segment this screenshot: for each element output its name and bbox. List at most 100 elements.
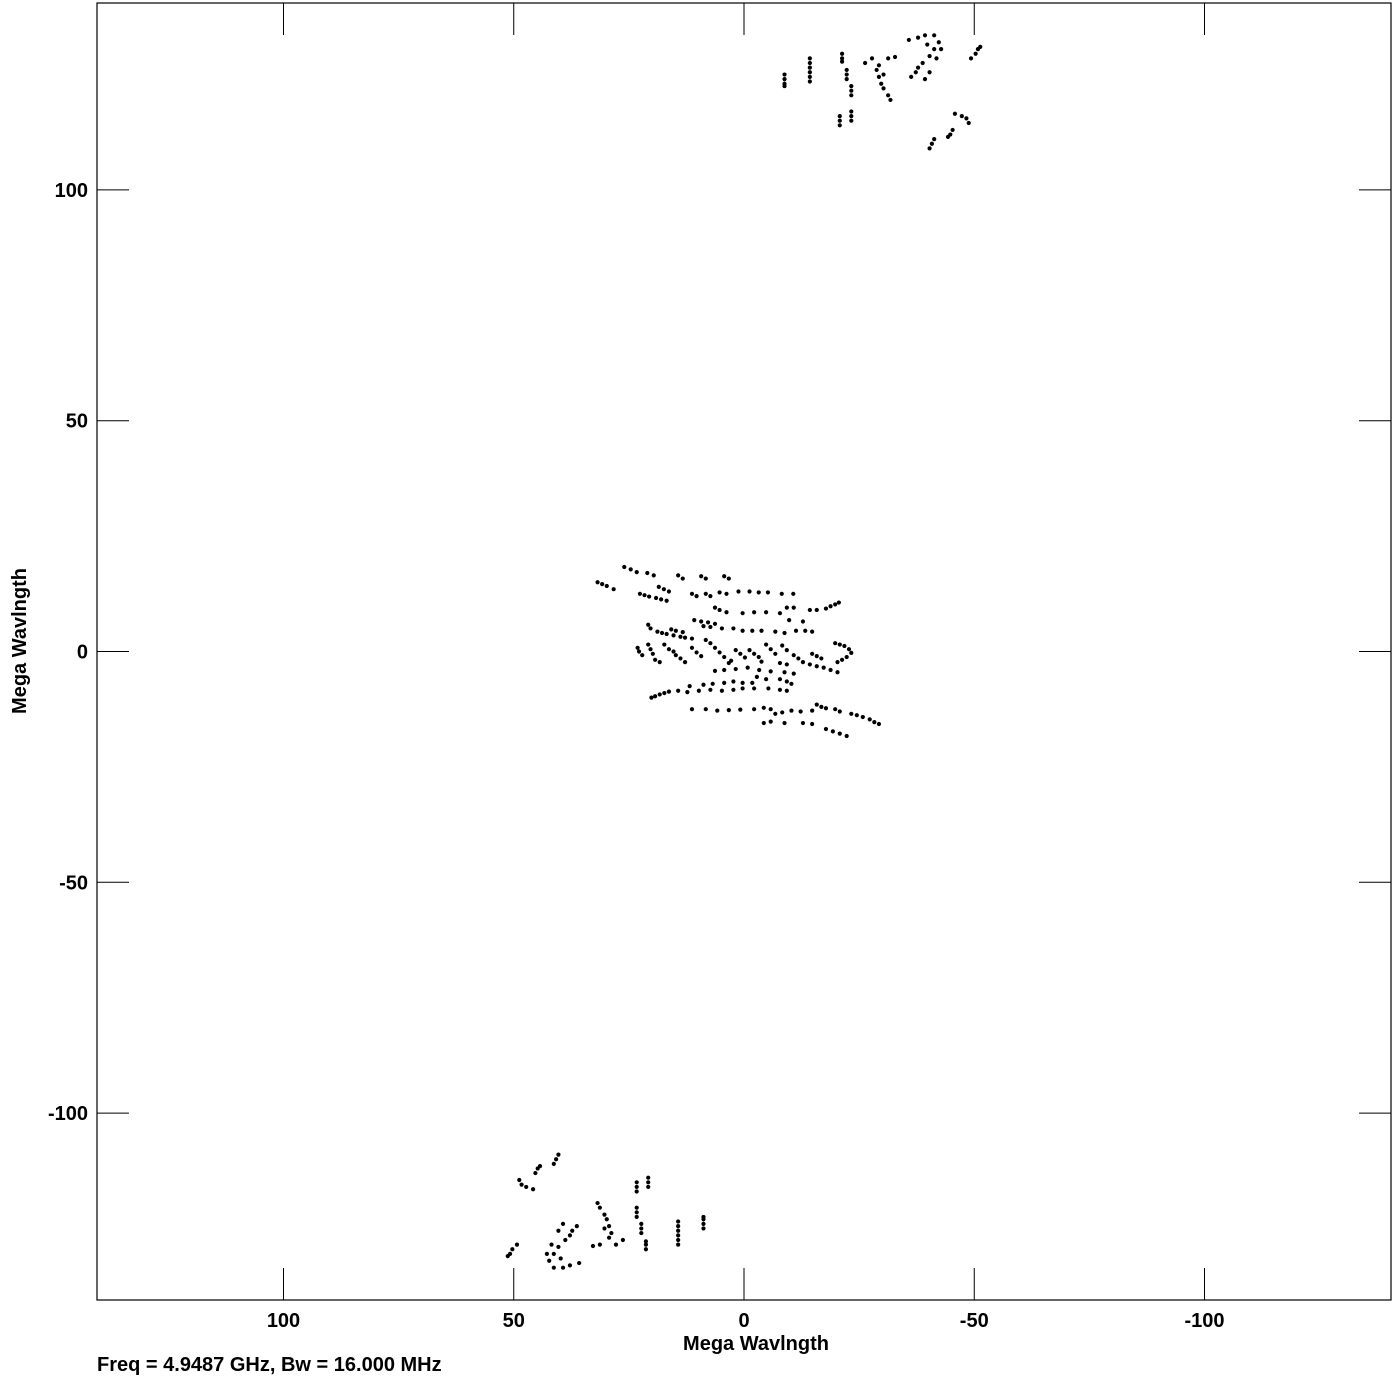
uv-point (800, 619, 806, 624)
uv-point (648, 647, 653, 652)
uv-point (551, 1161, 556, 1166)
uv-point (932, 47, 937, 52)
uv-point (920, 60, 925, 66)
uv-point (731, 687, 736, 692)
uv-point (872, 720, 877, 725)
uv-point (651, 573, 656, 578)
uv-point (886, 56, 891, 61)
uv-point (752, 686, 757, 691)
uv-point (547, 1258, 552, 1263)
uv-point (655, 629, 660, 634)
uv-point (535, 1166, 540, 1171)
uv-point (659, 630, 665, 636)
uv-point (833, 602, 838, 607)
uv-point (643, 1247, 649, 1252)
uv-point (756, 654, 761, 660)
uv-point (701, 1214, 706, 1220)
uv-point (643, 1239, 649, 1244)
uv-point (510, 1247, 515, 1252)
x-tick-label: -100 (1184, 1310, 1224, 1332)
uv-point (646, 642, 651, 647)
uv-point (556, 1228, 561, 1233)
uv-point (768, 719, 773, 724)
y-axis-label: Mega Wavlngth (9, 568, 31, 714)
uv-point (606, 1235, 612, 1240)
uv-point (777, 660, 783, 666)
uv-point (876, 721, 882, 727)
uv-point (514, 1242, 520, 1247)
uv-point (659, 597, 664, 602)
uv-point (849, 83, 854, 89)
uv-point (768, 707, 773, 712)
uv-point (699, 619, 704, 624)
uv-point (577, 1260, 582, 1266)
uv-point (560, 1221, 566, 1226)
uv-point (782, 670, 787, 675)
uv-point (747, 648, 752, 653)
uv-point (828, 604, 833, 609)
uv-point (756, 590, 761, 595)
uv-point (766, 686, 771, 691)
x-axis-label: Mega Wavlngth (683, 1333, 829, 1355)
uv-point (708, 687, 713, 692)
uv-point (906, 37, 911, 43)
uv-point (712, 605, 718, 610)
uv-point (846, 647, 852, 652)
uv-point (678, 634, 683, 639)
uv-point (881, 86, 886, 91)
uv-point (620, 1237, 625, 1243)
uv-point (837, 731, 842, 736)
uv-point (634, 1189, 639, 1194)
frequency-bandwidth-caption: Freq = 4.9487 GHz, Bw = 16.000 MHz (97, 1354, 442, 1376)
uv-point (673, 653, 678, 658)
uv-point (844, 654, 849, 660)
uv-point (823, 706, 829, 711)
uv-point (606, 1224, 612, 1229)
uv-point (611, 587, 616, 592)
uv-point (803, 628, 808, 633)
uv-point (800, 660, 806, 665)
uv-point (764, 610, 769, 615)
uv-point (602, 1226, 607, 1231)
uv-point (549, 1242, 554, 1247)
uv-point (784, 605, 789, 610)
uv-point (738, 651, 743, 656)
uv-point (777, 687, 783, 692)
uv-point (777, 611, 783, 616)
uv-point (703, 576, 708, 581)
uv-point (703, 591, 708, 596)
uv-point (708, 624, 713, 630)
uv-point (810, 651, 815, 656)
uv-point (860, 714, 865, 720)
uv-point (925, 42, 930, 47)
uv-point (844, 77, 849, 82)
uv-point (833, 641, 838, 646)
uv-point (622, 564, 627, 570)
uv-point (740, 680, 745, 685)
uv-point (837, 709, 842, 714)
uv-point (807, 70, 812, 75)
uv-point (640, 653, 645, 658)
uv-point (657, 660, 662, 665)
uv-point (839, 59, 845, 64)
uv-point (784, 662, 789, 667)
uv-point (647, 594, 652, 599)
uv-point (653, 694, 658, 699)
uv-point (609, 1230, 614, 1236)
uv-point (782, 77, 787, 82)
uv-point (689, 645, 695, 650)
uv-point (689, 591, 695, 596)
uv-point (519, 1182, 524, 1187)
uv-point (712, 645, 718, 650)
uv-point (759, 659, 764, 664)
x-tick-label: 50 (503, 1310, 525, 1332)
uv-point (849, 93, 854, 98)
uv-point (892, 54, 898, 60)
uv-point (839, 51, 845, 56)
y-tick-label: 0 (77, 642, 88, 664)
uv-point (814, 654, 819, 659)
uv-point (634, 1205, 639, 1210)
uv-point (604, 1217, 609, 1222)
uv-point (844, 72, 849, 77)
